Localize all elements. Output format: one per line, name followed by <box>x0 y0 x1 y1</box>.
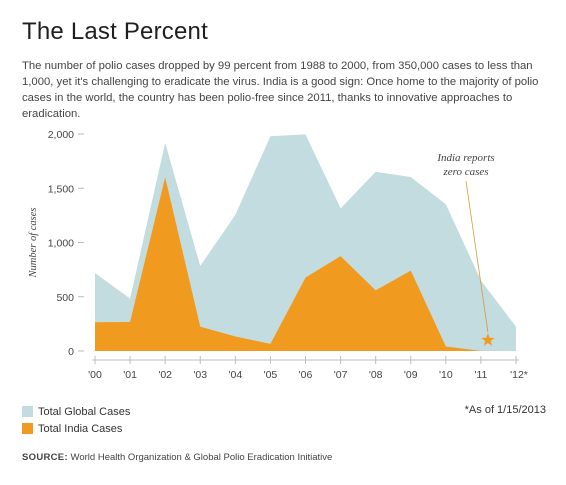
x-tick-label: '04 <box>228 369 242 381</box>
source-text: World Health Organization & Global Polio… <box>67 452 333 463</box>
legend-item-india: Total India Cases <box>22 421 130 436</box>
x-tick-label: '00 <box>88 369 102 381</box>
x-tick-label: '11 <box>474 369 487 381</box>
x-tick-label: '05 <box>264 369 278 381</box>
annotation-text-line1: India reports <box>436 152 494 164</box>
footnote: *As of 1/15/2013 <box>464 404 546 416</box>
x-tick-label: '12* <box>510 369 528 381</box>
polio-area-chart: 0 500 1,000 1,500 2,000 '00 '01 '02 '03 '04 '05 '06… <box>28 129 528 381</box>
x-tick-label: '09 <box>404 369 418 381</box>
y-axis-label: Number of cases <box>28 208 39 279</box>
legend-label-global: Total Global Cases <box>38 405 131 418</box>
annotation-text-line2: zero cases <box>442 166 488 178</box>
star-icon <box>481 333 495 346</box>
chart-title: The Last Percent <box>22 18 208 45</box>
y-tick-label: 1,000 <box>48 238 74 250</box>
y-tick-label: 2,000 <box>48 129 74 141</box>
series-area-india <box>95 177 516 351</box>
x-tick-label: '02 <box>158 369 172 381</box>
annotation-leader-line <box>465 180 489 333</box>
x-tick-label: '07 <box>334 369 348 381</box>
source-line: SOURCE: World Health Organization & Glob… <box>22 452 332 463</box>
x-tick-label: '10 <box>439 369 453 381</box>
source-label: SOURCE: <box>22 452 68 463</box>
legend: Total Global Cases Total India Cases <box>22 404 130 438</box>
x-tick-label: '06 <box>299 369 313 381</box>
chart-subtitle: The number of polio cases dropped by 99 … <box>22 60 539 120</box>
x-tick-label: '03 <box>193 369 207 381</box>
legend-swatch-global <box>22 406 33 417</box>
y-tick-label: 1,500 <box>48 183 74 195</box>
x-tick-label: '01 <box>123 369 137 381</box>
y-tick-label: 0 <box>68 346 74 358</box>
legend-item-global: Total Global Cases <box>22 404 130 419</box>
y-tick-label: 500 <box>56 292 74 304</box>
legend-swatch-india <box>22 423 33 434</box>
x-tick-label: '08 <box>369 369 383 381</box>
legend-label-india: Total India Cases <box>38 422 123 435</box>
